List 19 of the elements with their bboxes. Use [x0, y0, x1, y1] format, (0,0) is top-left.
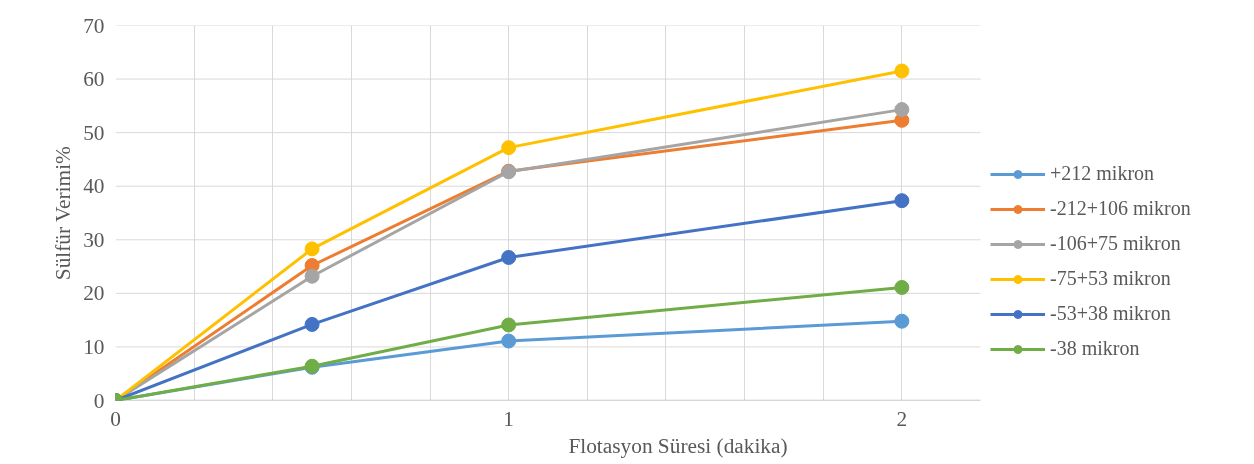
y-tick-label: 40 [83, 174, 105, 199]
y-tick-label: 50 [83, 120, 105, 145]
y-tick-label: 10 [83, 334, 105, 359]
x-tick-label: 1 [503, 406, 515, 431]
legend-label: -106+75 mikron [1050, 232, 1181, 255]
legend-label: -38 mikron [1050, 337, 1140, 360]
x-tick-label: 0 [110, 406, 121, 431]
legend-label: +212 mikron [1050, 162, 1155, 185]
x-tick-label: 2 [896, 406, 908, 431]
legend-label: -75+53 mikron [1050, 267, 1171, 290]
y-tick-label: 20 [83, 281, 105, 306]
y-tick-label: 60 [83, 67, 105, 92]
legend-label: -212+106 mikron [1050, 197, 1191, 220]
y-tick-label: 70 [83, 13, 105, 38]
y-tick-label: 0 [93, 388, 105, 413]
x-axis-title: Flotasyon Süresi (dakika) [568, 433, 788, 458]
legend-label: -53+38 mikron [1050, 302, 1171, 325]
y-tick-label: 30 [83, 227, 105, 252]
y-axis-title: Sülfür Verimi% [51, 145, 76, 281]
